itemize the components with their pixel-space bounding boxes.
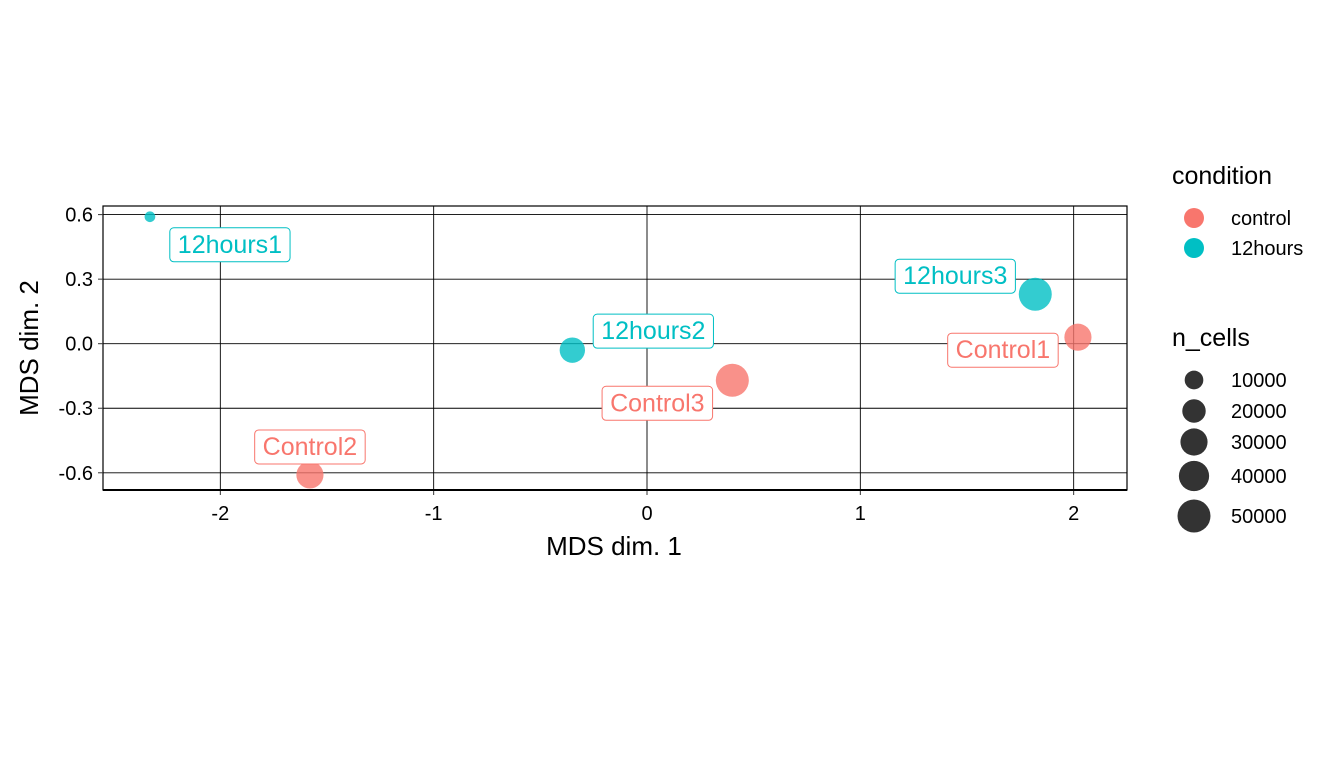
x-tick-label: 2 — [1068, 503, 1079, 525]
legend-size-label: 30000 — [1231, 432, 1287, 454]
y-tick-label: 0.3 — [65, 269, 93, 291]
point-label-box — [169, 227, 291, 263]
legend-key-control — [1184, 208, 1204, 228]
point-labels: Control1 Control2 Control3 12hours1 12hours2… — [169, 227, 1059, 465]
label-control1: Control1 — [947, 332, 1059, 368]
point-label-box — [592, 313, 714, 349]
legend-condition-title: condition — [1172, 162, 1272, 190]
y-tick-label: 0.0 — [65, 334, 93, 356]
point-label-text: Control3 — [610, 389, 705, 417]
legend: condition control 12hours n_cells 10000 20000… — [1172, 162, 1303, 533]
point-label-box — [254, 429, 366, 465]
legend-size-title: n_cells — [1172, 324, 1250, 352]
point-12hours3 — [1018, 277, 1052, 311]
legend-size-label: 40000 — [1231, 466, 1287, 488]
point-12hours1 — [144, 211, 156, 223]
point-label-text: Control1 — [956, 336, 1051, 364]
legend-size-key — [1180, 428, 1208, 456]
axes: -2 -1 0 1 2 -0.6 -0.3 0.0 0.3 0.6 — [59, 205, 1127, 525]
label-12hours2: 12hours2 — [592, 313, 714, 349]
label-12hours1: 12hours1 — [169, 227, 291, 263]
legend-size-label: 20000 — [1231, 401, 1287, 423]
legend-size-key — [1177, 499, 1211, 533]
point-label-box — [601, 385, 714, 421]
legend-label-12hours: 12hours — [1231, 238, 1303, 260]
x-tick-label: -1 — [425, 503, 443, 525]
legend-size-label: 50000 — [1231, 506, 1287, 528]
x-tick-label: -2 — [211, 503, 229, 525]
x-tick-label: 0 — [641, 503, 652, 525]
point-control1 — [1064, 323, 1092, 351]
x-tick-label: 1 — [855, 503, 866, 525]
y-tick-label: 0.6 — [65, 205, 93, 227]
y-tick-label: -0.6 — [59, 463, 93, 485]
point-label-box — [947, 332, 1059, 368]
x-axis-title: MDS dim. 1 — [546, 531, 682, 561]
point-12hours2 — [559, 337, 586, 363]
legend-key-12hours — [1184, 238, 1204, 258]
point-control2 — [296, 461, 324, 489]
point-label-box — [894, 258, 1016, 294]
y-tick-label: -0.3 — [59, 398, 93, 420]
y-axis-title: MDS dim. 2 — [14, 280, 44, 416]
legend-size-key — [1182, 399, 1206, 423]
data-points — [144, 211, 1092, 489]
point-label-text: 12hours2 — [601, 317, 705, 345]
point-label-text: 12hours1 — [178, 231, 282, 259]
legend-size-key — [1178, 460, 1210, 492]
label-control2: Control2 — [254, 429, 366, 465]
label-control3: Control3 — [601, 385, 714, 421]
legend-label-control: control — [1231, 208, 1291, 230]
point-label-text: 12hours3 — [903, 262, 1007, 290]
point-label-text: Control2 — [263, 433, 358, 461]
point-control3 — [715, 363, 749, 397]
legend-size-label: 10000 — [1231, 370, 1287, 392]
label-12hours3: 12hours3 — [894, 258, 1016, 294]
legend-size-key — [1184, 370, 1204, 390]
